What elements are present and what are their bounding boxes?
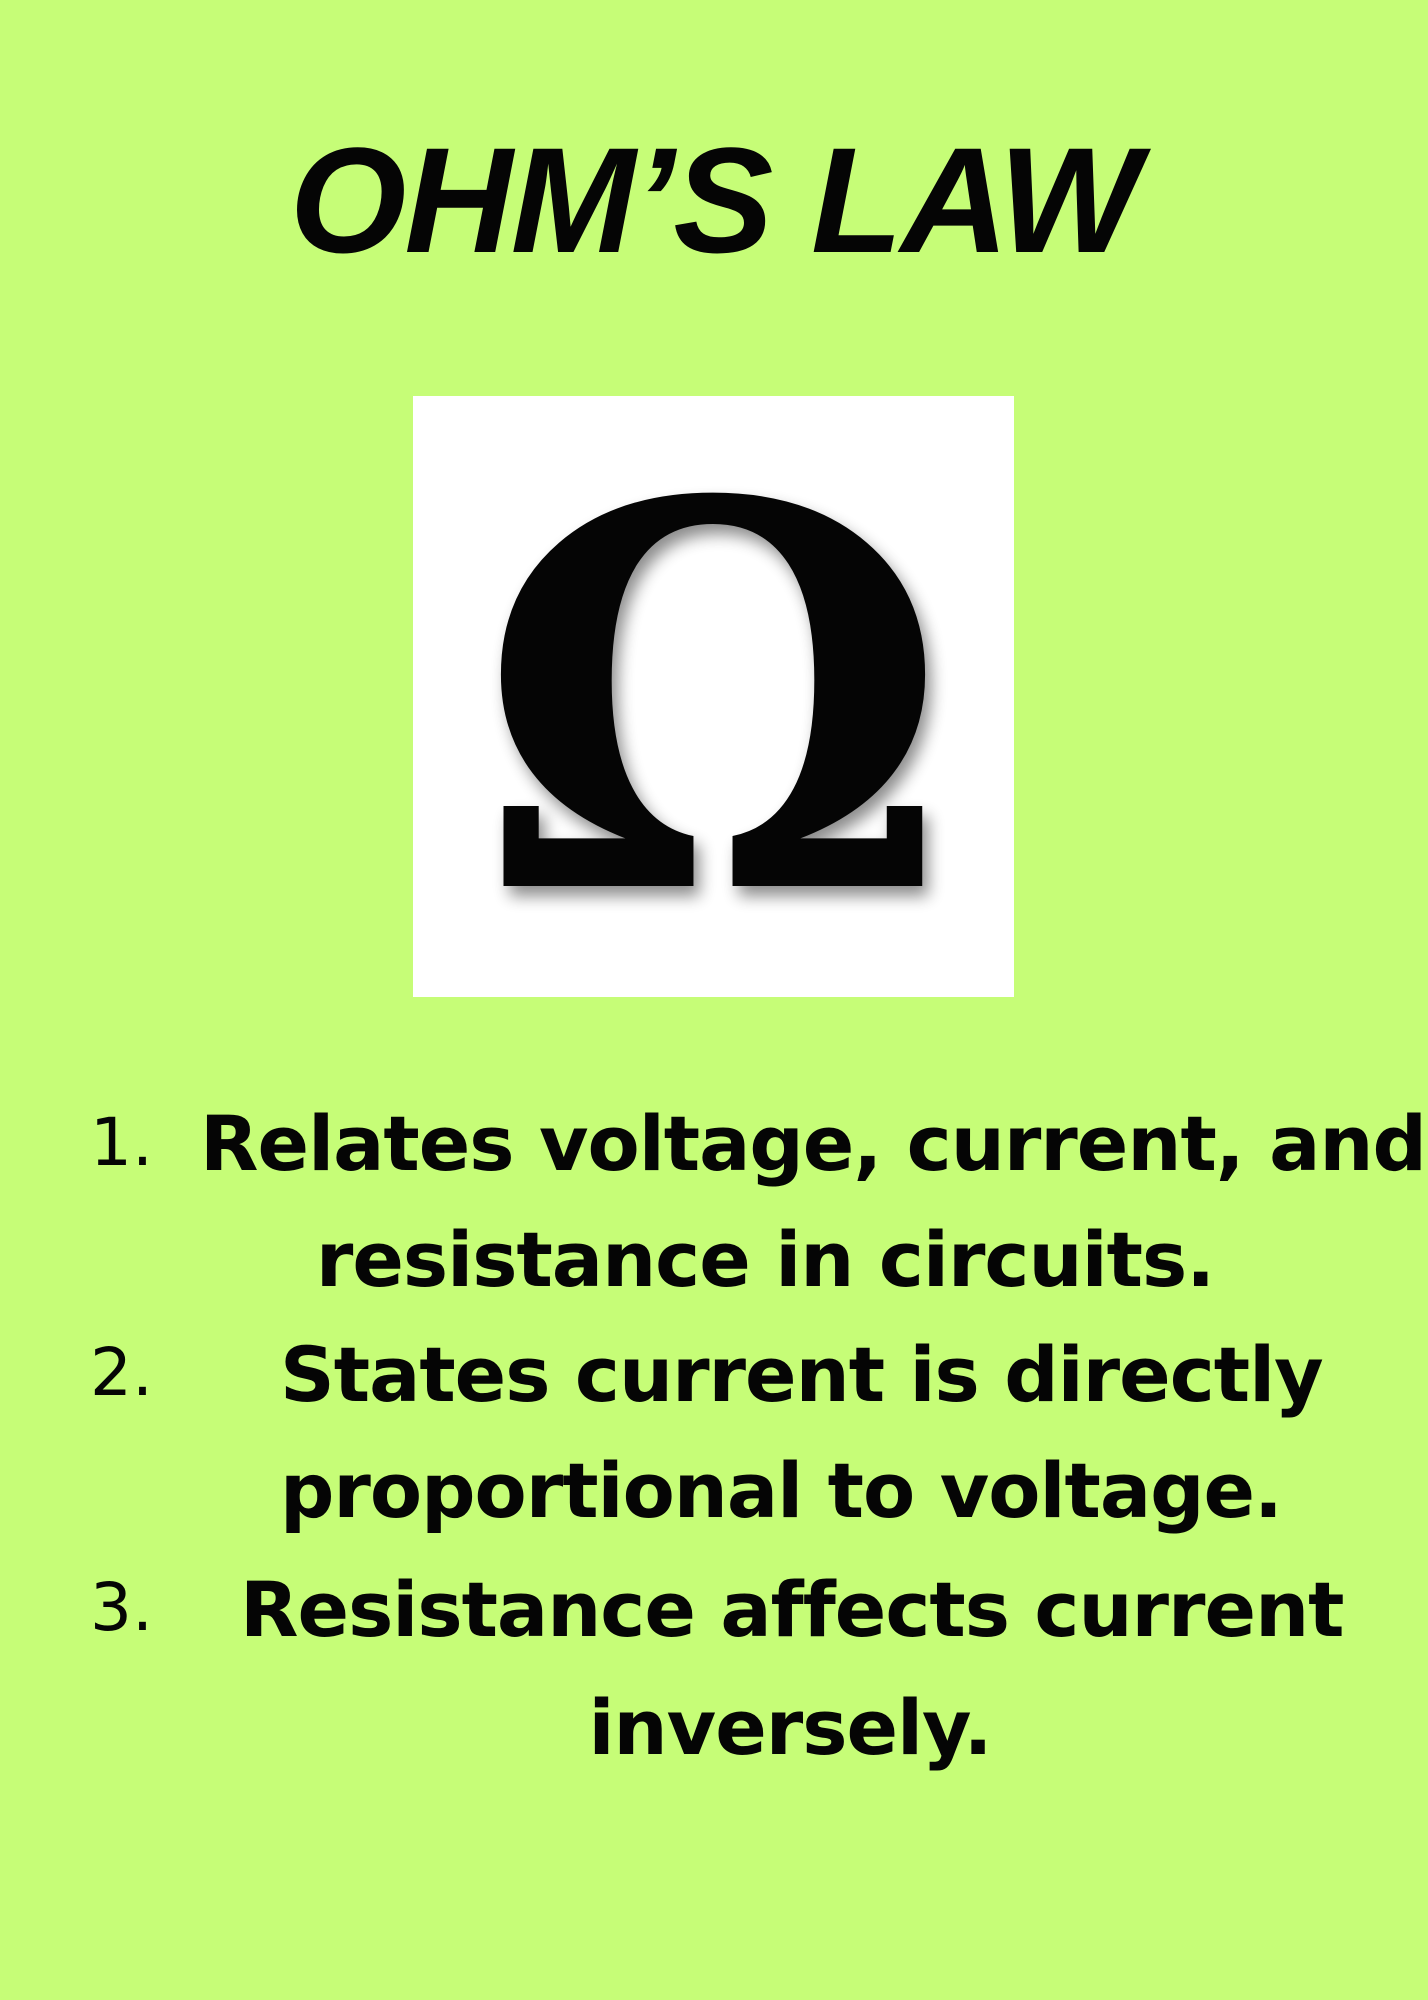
list-number: 2.: [90, 1334, 153, 1411]
omega-shadow: Ω: [483, 398, 955, 997]
list-line: States current is directly: [280, 1330, 1324, 1419]
list-number: 3.: [90, 1569, 153, 1646]
omega-icon: Ω Ω: [477, 396, 955, 997]
list-line: resistance in circuits.: [315, 1215, 1215, 1304]
page-title: OHM’S LAW: [289, 116, 1141, 284]
list-line: proportional to voltage.: [280, 1446, 1283, 1535]
omega-glyph: Ω: [477, 396, 949, 997]
omega-symbol-card: Ω Ω: [413, 396, 1014, 997]
list-line: Relates voltage, current, and: [200, 1099, 1427, 1188]
ohms-law-list: 1. Relates voltage, current, and resista…: [0, 1090, 1428, 1790]
list-line: inversely.: [588, 1683, 993, 1772]
list-line: Resistance affects current: [240, 1565, 1345, 1654]
list-number: 1.: [90, 1104, 153, 1181]
